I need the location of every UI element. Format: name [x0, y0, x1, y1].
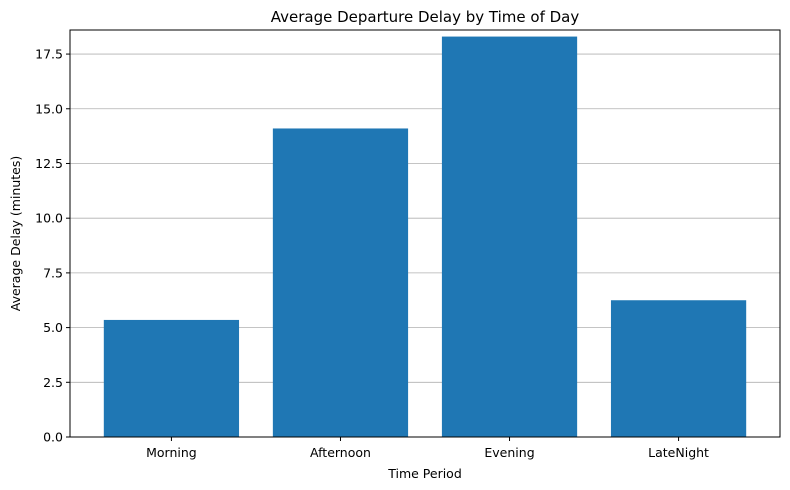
bars — [103, 36, 747, 438]
x-tick-label: Evening — [484, 445, 534, 460]
y-tick-label: 10.0 — [35, 211, 63, 226]
bar-evening — [441, 36, 578, 438]
plot-frame — [69, 29, 781, 438]
y-tick-label: 15.0 — [35, 101, 63, 116]
y-axis-label: Average Delay (minutes) — [8, 156, 23, 311]
y-tick-label: 17.5 — [35, 47, 63, 62]
y-axis-ticks: 0.0 2.5 5.0 7.5 10.0 12.5 15.0 17.5 — [35, 47, 70, 445]
y-tick-label: 2.5 — [43, 375, 63, 390]
chart-title: Average Departure Delay by Time of Day — [271, 8, 580, 26]
y-tick-label: 7.5 — [43, 265, 63, 280]
y-tick-label: 5.0 — [43, 320, 63, 335]
x-tick-label: LateNight — [648, 445, 709, 460]
x-axis-ticks: Morning Afternoon Evening LateNight — [146, 437, 709, 460]
y-tick-label: 12.5 — [35, 156, 63, 171]
bar-latenight — [610, 300, 747, 437]
x-tick-label: Morning — [146, 445, 197, 460]
x-axis-label: Time Period — [387, 466, 462, 481]
y-tick-label: 0.0 — [43, 430, 63, 445]
x-tick-label: Afternoon — [310, 445, 371, 460]
bar-afternoon — [272, 128, 409, 437]
bar-morning — [103, 319, 240, 437]
